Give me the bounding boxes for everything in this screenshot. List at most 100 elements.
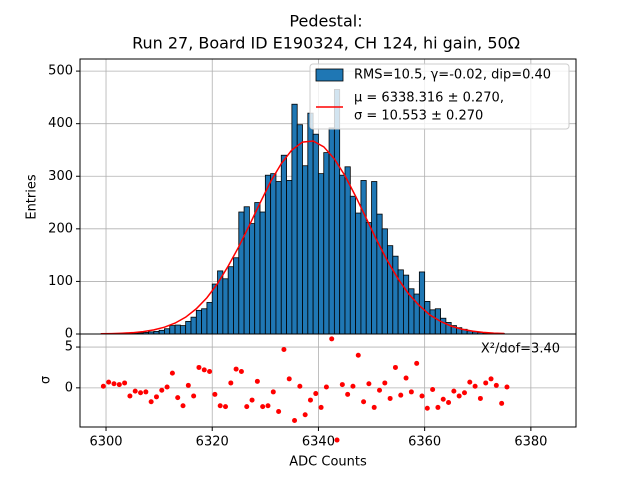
histogram-bar: [174, 324, 181, 335]
residual-point: [249, 397, 255, 403]
residual-point: [361, 399, 367, 405]
residual-point: [153, 394, 159, 400]
residual-point: [276, 409, 282, 414]
residual-point: [408, 389, 414, 395]
residual-point: [116, 382, 122, 388]
histogram-bar: [233, 257, 240, 335]
residual-point: [318, 404, 324, 410]
residual-point: [419, 393, 425, 399]
residual-point: [461, 390, 467, 396]
x-tick-label: 6320: [196, 435, 229, 450]
histogram-bar: [371, 181, 378, 335]
histogram-bar: [387, 245, 394, 335]
residual-y-label: σ: [39, 376, 54, 384]
legend-label: μ = 6338.316 ± 0.270,: [354, 91, 504, 106]
residual-point: [233, 366, 239, 372]
histogram-bar: [424, 300, 431, 335]
histogram-bar: [429, 309, 436, 335]
residual-point: [350, 383, 356, 389]
residual-point: [265, 403, 271, 409]
residual-point: [106, 379, 112, 385]
residual-point: [451, 388, 457, 394]
y-tick-label: 5: [65, 340, 73, 355]
residual-point: [297, 383, 303, 389]
legend-label: RMS=10.5, γ=-0.02, dip=0.40: [354, 68, 551, 83]
histogram-bar: [323, 152, 330, 335]
residual-point: [164, 384, 170, 390]
histogram-bar: [365, 222, 372, 335]
residual-point: [169, 370, 175, 376]
histogram-bar: [376, 213, 383, 335]
histogram-bar: [418, 271, 426, 335]
residual-point: [403, 375, 409, 381]
residual-point: [392, 364, 398, 370]
x-tick-label: 6300: [89, 435, 122, 450]
residual-point: [191, 393, 197, 399]
residual-point: [377, 387, 383, 393]
residual-point: [366, 381, 372, 387]
histogram-bar: [440, 317, 447, 335]
residual-point: [355, 352, 361, 358]
residual-point: [111, 381, 117, 387]
histogram-bar: [381, 228, 388, 335]
residual-point: [286, 376, 292, 382]
histogram-bar: [302, 165, 309, 335]
histogram-bar: [349, 195, 357, 335]
histogram-bar: [312, 133, 319, 335]
residual-point: [223, 404, 229, 410]
residual-point: [138, 390, 144, 396]
y-tick-label: 0: [65, 380, 73, 395]
histogram-bar: [238, 211, 245, 335]
residual-point: [345, 391, 351, 397]
chi2-annotation: X²/dof=3.40: [481, 342, 560, 357]
residual-point: [493, 382, 499, 388]
residual-point: [270, 389, 276, 395]
residual-point: [430, 386, 436, 392]
residual-point: [132, 388, 138, 394]
histogram-bar: [270, 173, 277, 335]
histogram-bar: [254, 202, 261, 335]
histogram-bar: [275, 181, 282, 335]
histogram-bar: [280, 154, 287, 335]
histogram-bar: [179, 325, 187, 335]
histogram-bar: [307, 112, 314, 335]
residual-point: [307, 397, 313, 403]
histogram-bar: [318, 173, 325, 335]
x-axis-label: ADC Counts: [289, 455, 367, 470]
residual-point: [302, 412, 308, 418]
histogram-bar: [339, 174, 346, 335]
histogram-bar: [201, 308, 208, 335]
residual-point: [260, 404, 266, 410]
histogram-bar: [291, 103, 298, 335]
residual-point: [143, 389, 149, 395]
subtitle: Run 27, Board ID E190324, CH 124, hi gai…: [132, 34, 520, 53]
residual-point: [371, 404, 377, 410]
residual-point: [334, 437, 340, 443]
residual-point: [196, 364, 202, 370]
x-tick-label: 6380: [514, 435, 547, 450]
residual-point: [292, 417, 298, 423]
y-tick-label: 0: [65, 327, 73, 342]
residual-point: [504, 384, 510, 390]
histogram-bar: [206, 302, 213, 335]
y-tick-label: 200: [48, 221, 73, 236]
residual-point: [414, 360, 420, 366]
histogram-bar: [185, 320, 192, 335]
fit-curve: [100, 140, 505, 335]
histogram-bar: [222, 278, 229, 335]
residual-point: [122, 380, 128, 386]
histogram-bar: [190, 316, 197, 335]
residual-point: [244, 404, 250, 410]
residual-point: [217, 403, 223, 409]
residual-point: [472, 383, 478, 389]
histogram-bar: [286, 180, 293, 335]
legend-box: [309, 63, 570, 130]
residual-point: [398, 392, 404, 398]
x-tick-label: 6340: [302, 435, 335, 450]
histogram-bar: [164, 328, 171, 335]
residual-point: [382, 380, 388, 386]
residual-point: [329, 336, 335, 342]
residual-point: [175, 395, 181, 401]
residual-point: [323, 384, 329, 390]
